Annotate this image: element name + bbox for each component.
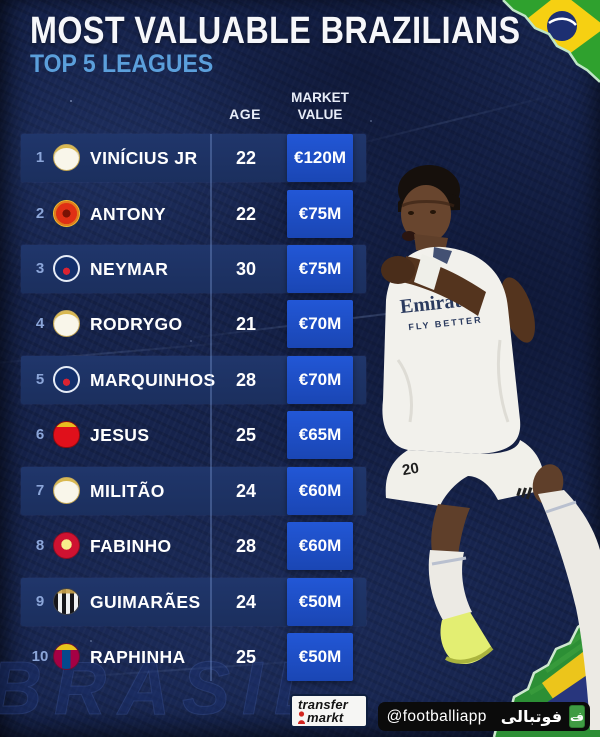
- rank: 5: [35, 371, 45, 388]
- rank: 8: [35, 537, 45, 554]
- club-badge-arsenal-icon: [53, 421, 80, 448]
- table-row: 2 ANTONY 22 €75M: [21, 190, 366, 238]
- shorts-number-text: 20: [401, 460, 420, 480]
- player-name: RAPHINHA: [90, 647, 186, 667]
- table-row: 4 RODRYGO 21 €70M: [21, 300, 366, 348]
- player-name: FABINHO: [90, 536, 172, 556]
- market-value-badge: €75M: [287, 190, 353, 238]
- market-value-badge: €120M: [287, 134, 353, 182]
- rank: 2: [35, 205, 45, 222]
- club-badge-psg-icon: [53, 366, 80, 393]
- market-value-badge: €75M: [287, 245, 353, 293]
- club-badge-newcastle-icon: [53, 588, 80, 615]
- market-value-badge: €65M: [287, 411, 353, 459]
- table-row: 10 RAPHINHA 25 €50M: [21, 633, 366, 681]
- brand-name-farsi: فوتبالی: [500, 707, 563, 726]
- table-row: 9 GUIMARÃES 24 €50M: [21, 578, 366, 626]
- adidas-logo-icon: [516, 487, 533, 500]
- player-name: RODRYGO: [90, 314, 183, 334]
- social-handle: @footballiapp: [386, 707, 487, 725]
- player-name: MILITÃO: [90, 481, 165, 501]
- player-arm: [501, 277, 535, 343]
- footballiapp-watermark: @footballiapp فوتبالی ف: [378, 702, 590, 731]
- player-age: 24: [235, 592, 257, 612]
- column-header-age: AGE: [229, 106, 261, 122]
- player-age: 22: [235, 204, 257, 224]
- page-subtitle: TOP 5 LEAGUES: [30, 50, 214, 78]
- player-name: MARQUINHOS: [90, 370, 216, 390]
- jersey-tagline-text: FLY BETTER: [408, 315, 483, 333]
- transfermarkt-line2: markt: [298, 711, 366, 724]
- player-name: VINÍCIUS JR: [90, 148, 198, 168]
- player-name: NEYMAR: [90, 259, 169, 279]
- player-name: JESUS: [90, 425, 150, 445]
- club-badge-real-madrid-icon: [53, 144, 80, 171]
- player-age: 22: [235, 148, 257, 168]
- market-value-badge: €50M: [287, 633, 353, 681]
- rank: 6: [35, 426, 45, 443]
- player-age: 25: [235, 647, 257, 667]
- rank: 9: [35, 593, 45, 610]
- table-row: 1 VINÍCIUS JR 22 €120M: [21, 134, 366, 182]
- table-row: 5 MARQUINHOS 28 €70M: [21, 356, 366, 404]
- club-badge-psg-icon: [53, 255, 80, 282]
- market-value-badge: €60M: [287, 522, 353, 570]
- rank: 7: [35, 482, 45, 499]
- market-value-badge: €60M: [287, 467, 353, 515]
- player-age: 30: [235, 259, 257, 279]
- brazil-flag-corner: [502, 0, 600, 83]
- table-row: 8 FABINHO 28 €60M: [21, 522, 366, 570]
- column-divider: [210, 134, 212, 681]
- player-age: 21: [235, 314, 257, 334]
- column-header-market-value: MARKET VALUE: [291, 90, 349, 122]
- player-name: ANTONY: [90, 204, 166, 224]
- player-age: 25: [235, 425, 257, 445]
- club-badge-manchester-united-icon: [53, 200, 80, 227]
- texture-dots: [70, 100, 72, 102]
- rank: 3: [35, 260, 45, 277]
- club-badge-liverpool-icon: [53, 532, 80, 559]
- rank: 10: [31, 648, 49, 665]
- player-age: 24: [235, 481, 257, 501]
- table-row: 6 JESUS 25 €65M: [21, 411, 366, 459]
- market-value-badge: €70M: [287, 300, 353, 348]
- transfermarkt-figure-icon: [298, 711, 305, 724]
- table-row: 7 MILITÃO 24 €60M: [21, 467, 366, 515]
- player-age: 28: [235, 370, 257, 390]
- club-badge-real-madrid-icon: [53, 310, 80, 337]
- market-value-badge: €70M: [287, 356, 353, 404]
- footballi-pitch-icon: ف: [569, 705, 585, 728]
- table-row: 3 NEYMAR 30 €75M: [21, 245, 366, 293]
- rank: 4: [35, 315, 45, 332]
- transfermarkt-logo: transfer markt: [290, 694, 368, 728]
- page-title: MOST VALUABLE BRAZILIANS: [30, 10, 521, 52]
- rank: 1: [35, 149, 45, 166]
- transfermarkt-line1: transfer: [298, 697, 349, 712]
- club-badge-barcelona-icon: [53, 643, 80, 670]
- player-age: 28: [235, 536, 257, 556]
- club-badge-real-madrid-icon: [53, 477, 80, 504]
- market-value-badge: €50M: [287, 578, 353, 626]
- player-name: GUIMARÃES: [90, 592, 201, 612]
- jersey-sponsor-text: Emirates: [399, 288, 479, 318]
